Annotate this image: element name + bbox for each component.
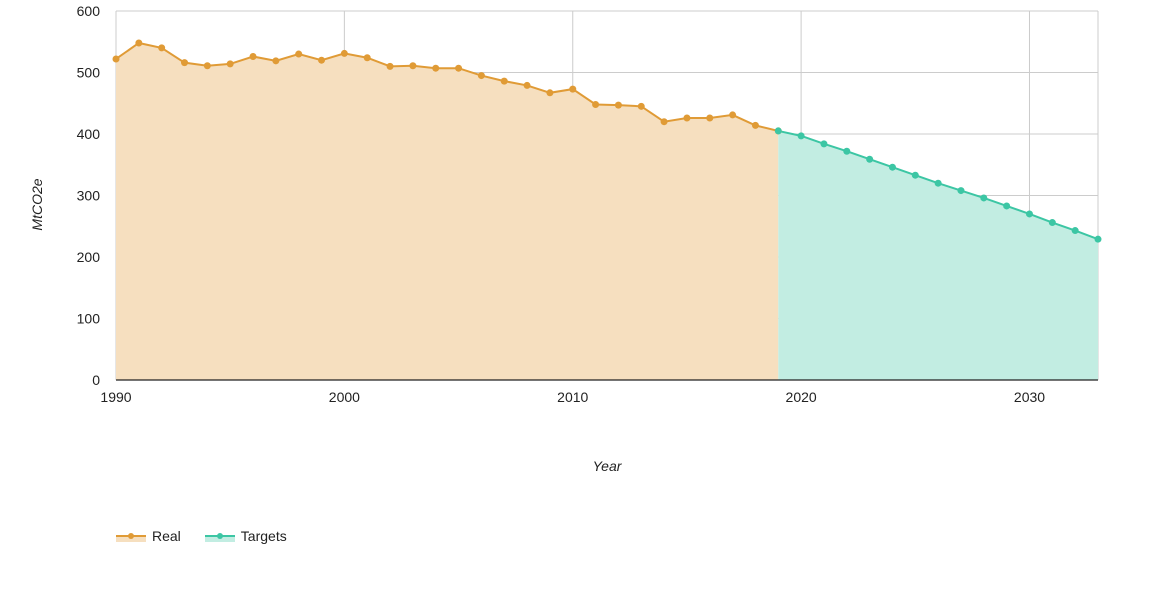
point-real [546,89,554,97]
point-real [569,85,577,93]
point-targets [888,163,896,171]
point-real [295,50,303,58]
point-real [729,111,737,119]
legend-label-targets: Targets [240,528,287,544]
point-targets [980,194,988,202]
point-targets [797,132,805,140]
point-real [409,62,417,70]
point-targets [1071,227,1079,235]
legend-label-real: Real [152,528,181,544]
series-points [112,39,1102,243]
point-real [500,77,508,85]
y-tick-label: 0 [92,372,100,388]
point-real [112,55,120,63]
x-tick-label: 2010 [557,389,588,405]
y-tick-label: 400 [77,126,101,142]
point-targets [1003,202,1011,210]
point-targets [820,140,828,148]
point-real [318,56,326,64]
line-real [115,41,779,132]
point-real [706,114,714,122]
y-tick-label: 200 [77,249,101,265]
point-real [181,59,189,67]
point-real [272,57,280,65]
y-axis-ticks: 0 100 200 300 400 500 600 [77,3,101,388]
y-tick-label: 600 [77,3,101,19]
point-real [660,118,668,126]
point-real [203,62,211,70]
point-targets [774,127,782,135]
point-real [226,60,234,68]
y-axis-title: MtCO2e [29,178,45,230]
point-real [135,39,143,47]
point-real [523,81,531,89]
point-real [363,54,371,62]
legend-swatch-real [116,530,146,542]
point-targets [957,187,965,195]
point-real [455,64,463,72]
point-targets [866,155,874,163]
legend: Real Targets [116,528,287,544]
x-tick-label: 2020 [786,389,817,405]
point-real [340,49,348,57]
x-axis-title: Year [593,458,623,474]
x-axis-ticks: 1990 2000 2010 2020 2030 [100,389,1045,405]
point-targets [934,179,942,187]
point-targets [843,147,851,155]
area-real [116,42,779,380]
point-targets [1048,219,1056,227]
legend-swatch-targets [204,530,235,542]
point-real [683,114,691,122]
point-targets [1094,235,1102,243]
point-real [158,44,166,52]
y-tick-label: 100 [77,311,101,327]
x-tick-label: 1990 [100,389,131,405]
point-targets [911,171,919,179]
point-real [751,121,759,129]
legend-item-targets[interactable]: Targets [204,528,287,544]
y-tick-label: 300 [77,188,101,204]
point-real [432,64,440,72]
x-tick-label: 2000 [329,389,360,405]
legend-item-real[interactable]: Real [116,528,181,544]
point-real [249,53,257,61]
point-real [592,100,600,108]
y-tick-label: 500 [77,65,101,81]
point-real [477,72,485,80]
area-targets [778,130,1098,380]
point-real [637,102,645,110]
series-areas [116,42,1098,380]
point-real [386,62,394,70]
x-tick-label: 2030 [1014,389,1045,405]
point-targets [1025,210,1033,218]
point-real [614,101,622,109]
